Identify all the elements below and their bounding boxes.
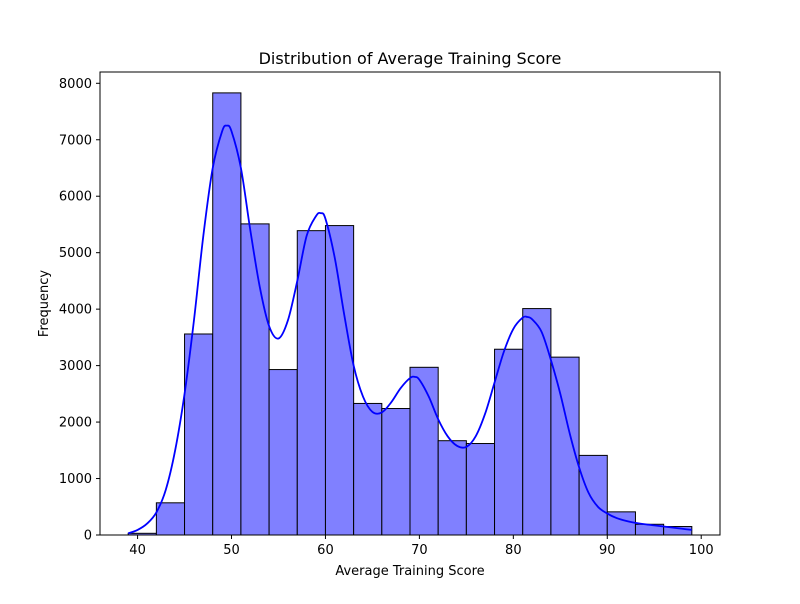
x-tick-label-6: 100 [689,543,714,558]
histogram-bar-7 [324,225,355,536]
x-tick-label-2: 60 [317,543,334,558]
y-tick-label-3: 3000 [59,359,92,374]
y-tick-label-5: 5000 [59,246,92,261]
y-tick-label-0: 0 [84,529,92,544]
x-axis-label: Average Training Score [335,564,484,579]
histogram-bar-15 [550,356,580,536]
y-tick-label-6: 6000 [59,190,92,205]
y-tick-label-1: 1000 [59,472,92,487]
x-axis-ticks: 40 50 60 70 80 90 100 [129,535,714,558]
histogram-bar-8 [353,402,383,536]
x-tick-label-0: 40 [129,543,146,558]
x-tick-label-3: 70 [411,543,428,558]
histogram-bar-12 [465,443,496,536]
histogram-bar-16 [578,454,608,536]
histogram-bar-14 [522,308,552,536]
x-tick-label-1: 50 [223,543,240,558]
chart-title: Distribution of Average Training Score [259,49,562,68]
y-axis-label: Frequency [37,270,52,337]
kde-curve-group [127,124,692,535]
x-tick-label-4: 80 [505,543,522,558]
y-tick-label-8: 8000 [59,77,92,92]
histogram-bar-3 [212,92,242,536]
y-tick-label-4: 4000 [59,303,92,318]
histogram-bar-4 [240,223,270,536]
histogram-bar-1 [155,502,186,536]
y-tick-label-7: 7000 [59,133,92,148]
histogram-bar-11 [437,440,467,536]
histogram-bar-5 [268,369,298,536]
histogram-bar-10 [409,366,439,536]
plot-frame [99,71,721,536]
x-tick-label-5: 90 [599,543,616,558]
histogram-bar-6 [296,230,326,536]
histogram-bar-13 [494,348,524,536]
histogram-bar-9 [381,408,411,536]
kde-line [127,124,692,535]
y-tick-label-2: 2000 [59,416,92,431]
y-axis-ticks: 0 1000 2000 3000 4000 5000 6000 7000 8000 [59,77,100,544]
